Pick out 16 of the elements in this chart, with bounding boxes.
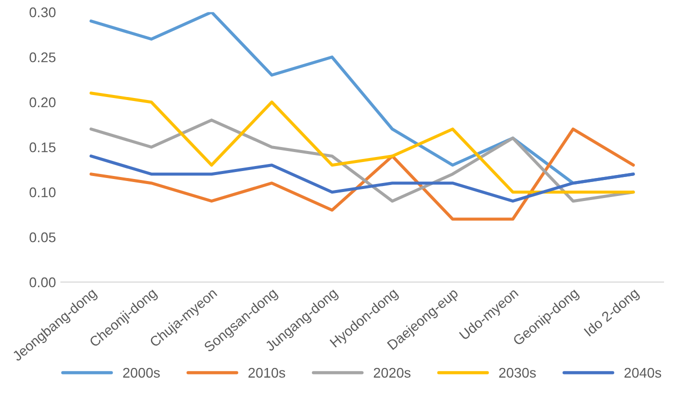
y-tick-label: 0.25: [30, 52, 56, 62]
line-series: [90, 118, 635, 203]
line-series: [90, 92, 635, 194]
y-tick-label: 0.05: [30, 232, 56, 242]
y-tick-label: 0.10: [30, 187, 56, 198]
legend-label: 2000s: [123, 368, 160, 378]
y-tick-label: 0.00: [30, 277, 56, 288]
legend-label: 2020s: [374, 368, 410, 378]
legend-label: 2040s: [624, 368, 662, 378]
y-tick-label: 0.15: [30, 142, 56, 152]
line-series: [90, 154, 635, 203]
y-tick-label: 0.20: [30, 97, 56, 108]
line-series: [90, 128, 635, 221]
y-tick-label: 0.30: [30, 7, 56, 18]
legend-label: 2030s: [499, 368, 536, 378]
legend-label: 2010s: [248, 368, 286, 378]
